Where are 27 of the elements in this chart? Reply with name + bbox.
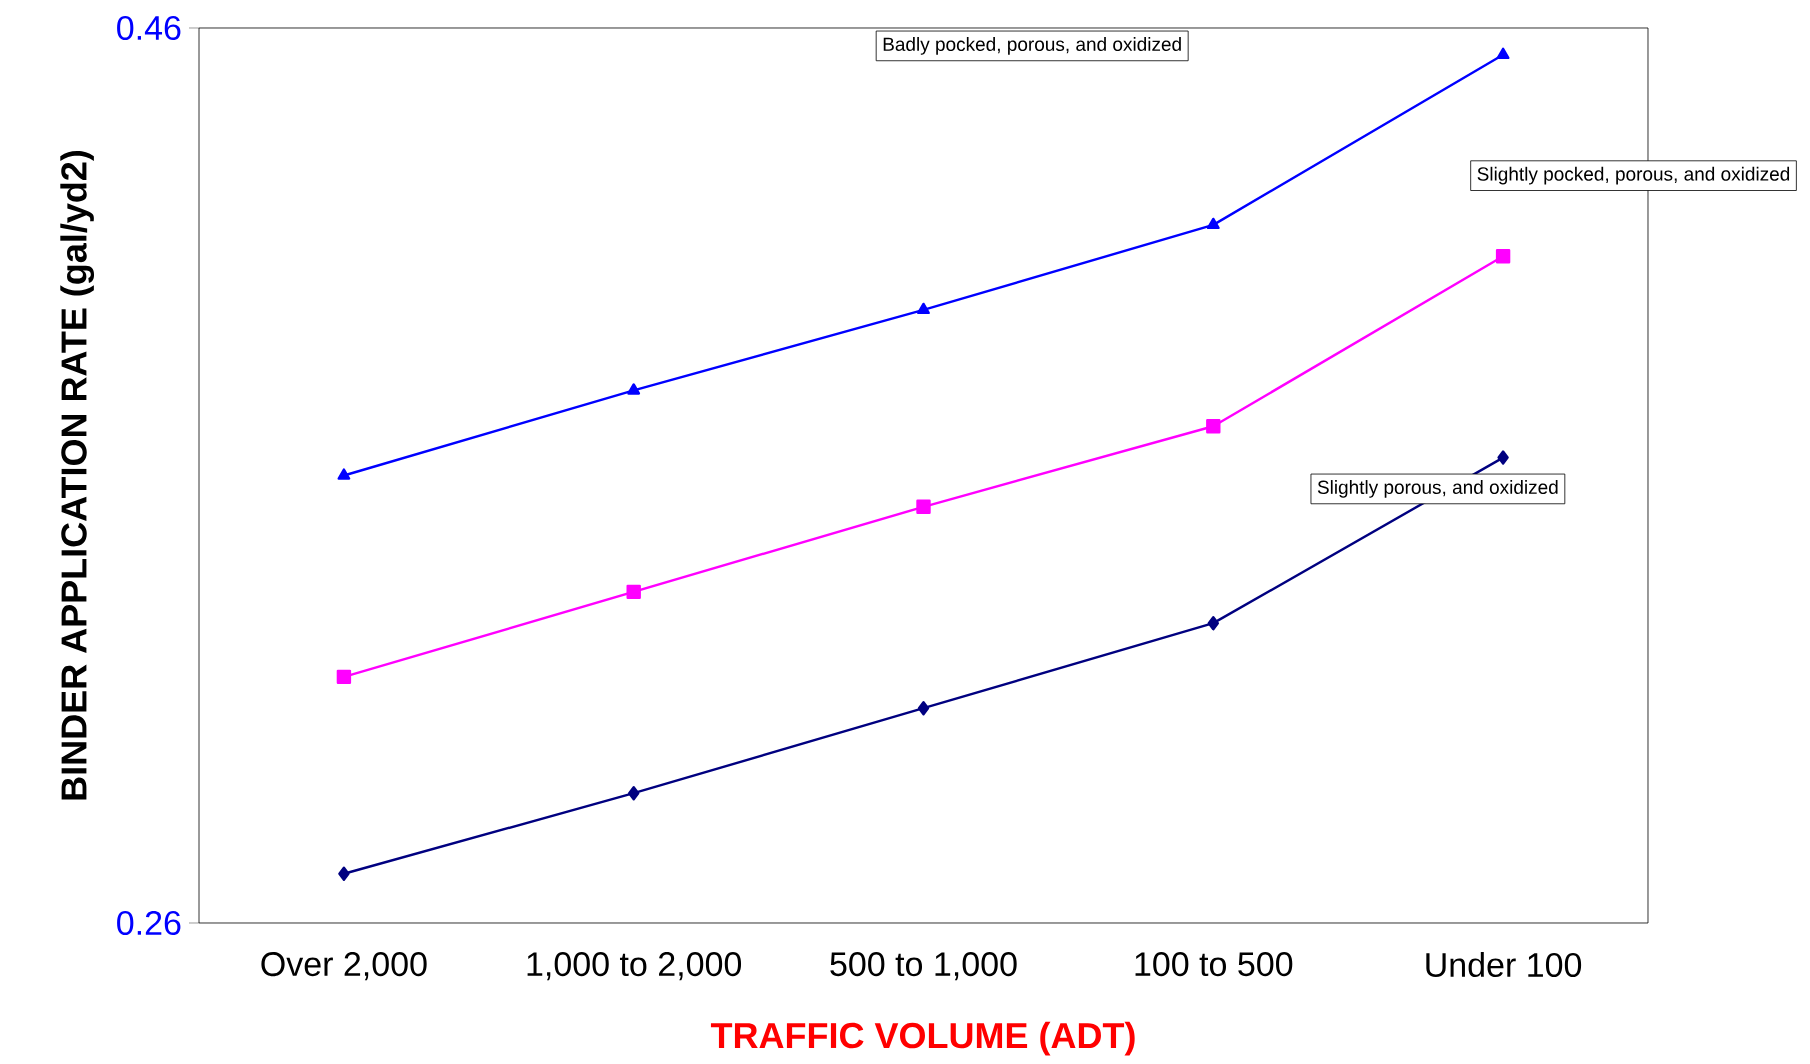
x-tick-label: 500 to 1,000 xyxy=(830,952,1017,981)
point xyxy=(917,700,930,716)
point xyxy=(626,584,641,600)
point xyxy=(1497,450,1509,465)
point xyxy=(1206,419,1221,434)
x-tick-label: Over 2,000 xyxy=(261,952,427,981)
point xyxy=(1206,217,1220,230)
point xyxy=(917,302,930,315)
x-axis-title: TRAFFIC VOLUME (ADT) xyxy=(710,1021,1135,1056)
x-tick-label: 1,000 to 2,000 xyxy=(527,952,742,981)
x-tick-label: 100 to 500 xyxy=(1135,952,1293,977)
x-tick-label: Under 100 xyxy=(1426,952,1582,978)
point xyxy=(337,468,351,480)
point xyxy=(627,383,641,395)
point xyxy=(1496,47,1510,60)
y-tick-label: 0.46 xyxy=(117,15,181,41)
point xyxy=(338,866,350,881)
y-tick-label: 0.26 xyxy=(117,910,181,936)
point xyxy=(1495,249,1511,264)
point xyxy=(916,499,931,515)
annotation: Slightly pocked, porous, and oxidized xyxy=(1477,166,1790,185)
y-axis-title: BINDER APPLICATION RATE (gal/yd2) xyxy=(60,150,95,800)
point xyxy=(628,786,640,801)
point xyxy=(1207,615,1219,631)
point xyxy=(336,669,352,685)
annotation: Badly pocked, porous, and oxidized xyxy=(883,37,1181,55)
annotation: Slightly porous, and oxidized xyxy=(1317,480,1558,498)
